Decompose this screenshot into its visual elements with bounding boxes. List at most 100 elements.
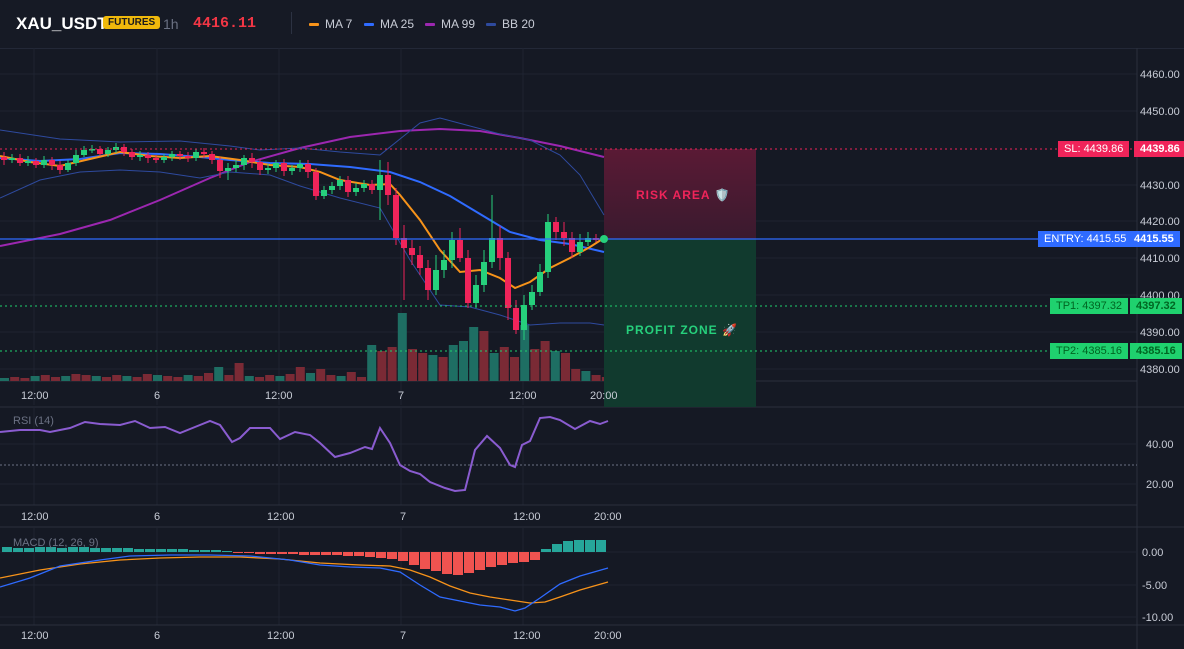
- time-axis-label: 6: [154, 511, 161, 523]
- volume-bar: [214, 367, 224, 381]
- macd-histogram-bar: [310, 552, 320, 555]
- volume-bar: [10, 377, 20, 381]
- candle: [265, 164, 271, 174]
- candle: [521, 295, 527, 340]
- legend-ma7[interactable]: MA 7: [309, 17, 352, 31]
- legend-label: BB 20: [502, 17, 535, 31]
- candle: [193, 149, 199, 161]
- candle: [241, 155, 247, 170]
- volume-bar: [397, 313, 407, 381]
- candle: [297, 160, 303, 172]
- volume-bar: [459, 341, 468, 381]
- candle: [169, 151, 175, 161]
- macd-histogram-bar: [387, 552, 397, 559]
- macd-axis-label: -10.00: [1142, 612, 1174, 624]
- volume-bar: [132, 377, 142, 381]
- volume-bar: [581, 371, 591, 381]
- symbol-title[interactable]: XAU_USDT: [16, 14, 108, 33]
- volume-bar: [20, 378, 30, 381]
- candle: [201, 148, 207, 158]
- volume-bar: [122, 376, 132, 381]
- macd-axis-label: -5.00: [1142, 580, 1168, 592]
- candle: [57, 161, 63, 174]
- candle: [65, 160, 71, 172]
- time-axis-label: 12:00: [21, 390, 49, 402]
- legend-bb20[interactable]: BB 20: [486, 17, 535, 31]
- futures-badge: FUTURES: [103, 16, 161, 29]
- candle: [537, 264, 543, 296]
- volume-bar: [336, 376, 346, 381]
- macd-histogram-bar: [178, 549, 188, 552]
- price-axis-label: 4390.00: [1140, 327, 1180, 339]
- candle: [337, 176, 343, 190]
- candle: [417, 246, 423, 275]
- volume-bar: [91, 376, 101, 381]
- candle: [225, 163, 231, 180]
- volume-bar: [571, 369, 581, 381]
- candle: [385, 162, 391, 205]
- volume-bar: [295, 367, 305, 381]
- price-axis-label: 4460.00: [1140, 69, 1180, 81]
- candle: [281, 159, 287, 176]
- candle: [401, 225, 407, 300]
- candle: [465, 250, 471, 308]
- candle: [305, 160, 311, 178]
- candle: [209, 151, 215, 164]
- rsi-line: [0, 415, 609, 493]
- time-axis-label: 12:00: [513, 511, 541, 523]
- volume-bar: [448, 345, 458, 381]
- candle: [217, 157, 223, 178]
- macd-histogram-bar: [79, 547, 89, 552]
- legend-ma99[interactable]: MA 99: [425, 17, 475, 31]
- candle: [185, 152, 191, 162]
- macd-histogram-bar: [442, 552, 452, 574]
- volume-bar: [346, 372, 356, 381]
- candle: [145, 152, 151, 163]
- volume-bar: [326, 375, 336, 381]
- volume-bar: [51, 377, 60, 381]
- volume-bar: [316, 369, 326, 381]
- volume-bar: [540, 341, 550, 381]
- chart-header: XAU_USDT FUTURES 1h 4416.11 MA 7 MA 25 M…: [0, 0, 1184, 49]
- risk-area-box: [604, 149, 756, 239]
- volume-bar: [153, 375, 162, 381]
- macd-histogram-bar: [541, 549, 551, 552]
- volume-bar: [30, 376, 40, 381]
- volume-bar: [530, 349, 540, 381]
- macd-histogram-bar: [35, 547, 45, 552]
- macd-histogram-bar: [453, 552, 463, 575]
- macd-histogram-bar: [354, 552, 364, 556]
- macd-histogram-bar: [2, 547, 12, 552]
- ma7-line: [0, 150, 605, 290]
- profit-zone-box: [604, 239, 756, 407]
- candle: [489, 195, 495, 268]
- time-axis-label: 12:00: [265, 390, 293, 402]
- macd-histogram-bar: [46, 547, 56, 552]
- candle: [177, 151, 183, 160]
- time-axis-label: 20:00: [594, 511, 622, 523]
- macd-title[interactable]: MACD (12, 26, 9): [13, 537, 99, 549]
- macd-histogram-bar: [68, 547, 78, 552]
- sl-tag: SL: 4439.86: [1058, 141, 1130, 157]
- timeframe-selector[interactable]: 1h: [163, 16, 179, 32]
- candle: [425, 260, 431, 300]
- volume-bar: [306, 373, 315, 381]
- macd-histogram-bar: [497, 552, 507, 565]
- ma25-swatch: [364, 22, 374, 26]
- candle: [361, 180, 367, 192]
- macd-histogram-bar: [134, 549, 144, 552]
- volume-bar: [0, 378, 9, 381]
- time-axis-label: 7: [400, 630, 407, 642]
- volume-bar: [367, 345, 377, 381]
- macd-histogram-bar: [343, 552, 353, 556]
- rsi-title[interactable]: RSI (14): [13, 415, 54, 427]
- sl-price-tag: 4439.86: [1134, 141, 1184, 157]
- candle: [25, 156, 31, 166]
- time-axis-label: 7: [400, 511, 407, 523]
- candle: [393, 188, 399, 245]
- macd-histogram-bar: [398, 552, 408, 561]
- volume-bar: [377, 351, 387, 381]
- legend-ma25[interactable]: MA 25: [364, 17, 414, 31]
- tp1-label: TP1: 4397.32: [1056, 300, 1123, 312]
